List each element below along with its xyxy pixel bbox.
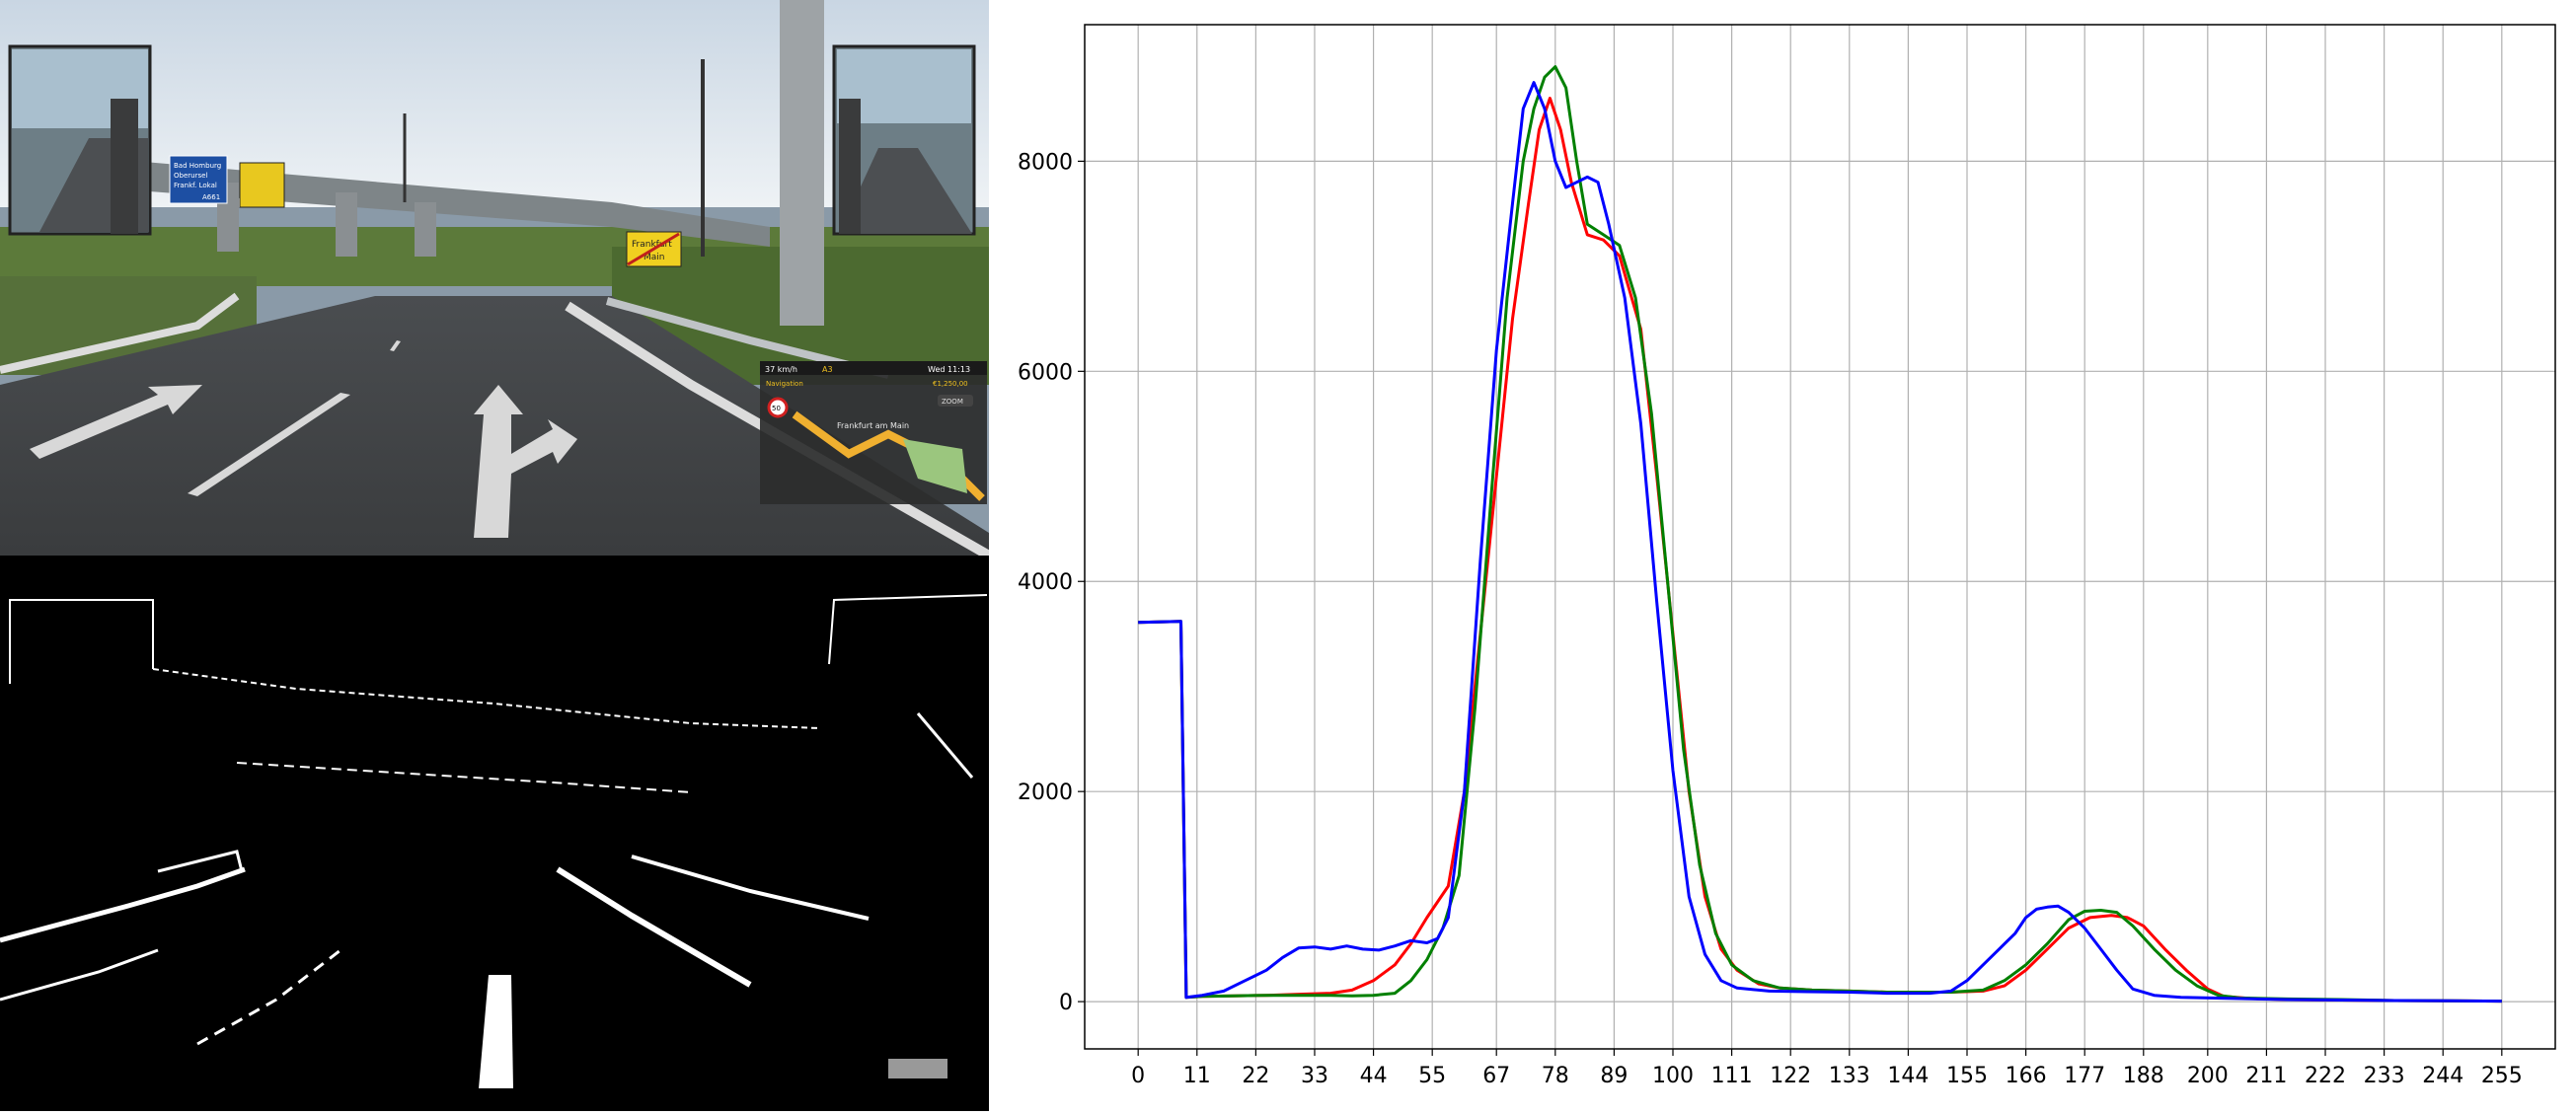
y-tick-label: 6000 xyxy=(1018,360,1073,385)
y-axis-ticks: 0 2000 4000 6000 8000 xyxy=(1018,150,1085,1015)
x-tick-label: 11 xyxy=(1183,1064,1211,1088)
svg-text:ZOOM: ZOOM xyxy=(942,398,963,406)
map-city-label: Frankfurt am Main xyxy=(837,421,909,430)
lane-dash xyxy=(390,340,401,351)
x-tick-label: 122 xyxy=(1770,1064,1811,1088)
gantry-pole xyxy=(780,0,824,326)
bridge-pillar xyxy=(336,192,357,257)
y-tick-label: 8000 xyxy=(1018,150,1073,175)
bridge-pillar xyxy=(415,202,436,257)
x-tick-label: 177 xyxy=(2064,1064,2105,1088)
mask-pole-edge xyxy=(916,712,974,779)
mask-guardrail-edge xyxy=(236,762,692,793)
lane-dash xyxy=(188,393,350,496)
hud-speed: 37 km/h xyxy=(765,365,797,374)
x-tick-label: 188 xyxy=(2123,1064,2164,1088)
sign-line: Bad Homburg xyxy=(174,162,221,170)
series-line-2 xyxy=(1138,81,2502,1004)
speed-limit-value: 50 xyxy=(772,405,781,412)
left-mirror xyxy=(8,44,152,236)
y-tick-label: 0 xyxy=(1059,991,1073,1015)
x-tick-label: 100 xyxy=(1652,1064,1694,1088)
speed-limit-icon xyxy=(767,397,789,418)
x-tick-label: 55 xyxy=(1418,1064,1446,1088)
hud-road: A3 xyxy=(822,365,833,374)
hud-money: €1,250,00 xyxy=(933,380,968,388)
sign-exit-number: A661 xyxy=(202,193,220,201)
town-end-sign: Frankfurt Main xyxy=(626,231,682,267)
grid-lines xyxy=(1085,25,2555,1049)
hud-time: Wed 11:13 xyxy=(928,365,970,374)
map-area-green xyxy=(903,439,967,493)
series-line-1 xyxy=(1138,65,2502,1004)
x-tick-label: 0 xyxy=(1131,1064,1145,1088)
mask-noise xyxy=(888,1059,947,1078)
hud-zoom-chip xyxy=(938,395,973,407)
town-end-line: Frankfurt xyxy=(632,240,672,250)
blue-direction-sign: Bad Homburg Oberursel Frankf. Lokal A661 xyxy=(169,155,228,204)
x-tick-label: 33 xyxy=(1301,1064,1328,1088)
x-tick-label: 233 xyxy=(2364,1064,2405,1088)
mask-lane-line xyxy=(631,855,870,921)
mask-lane-line xyxy=(556,866,752,988)
sign-line: Oberursel xyxy=(174,172,207,180)
x-tick-label: 78 xyxy=(1542,1064,1569,1088)
mask-mirror-outline xyxy=(828,594,988,665)
threshold-mask-view xyxy=(0,556,989,1111)
x-tick-label: 244 xyxy=(2422,1064,2463,1088)
series-line-0 xyxy=(1138,97,2502,1004)
x-tick-label: 133 xyxy=(1829,1064,1870,1088)
x-tick-label: 67 xyxy=(1482,1064,1510,1088)
mask-road-arrow xyxy=(479,975,513,1088)
x-tick-label: 211 xyxy=(2245,1064,2287,1088)
y-tick-label: 2000 xyxy=(1018,780,1073,805)
plot-frame xyxy=(1084,24,2556,1050)
x-tick-label: 200 xyxy=(2187,1064,2229,1088)
mask-bridge-edge xyxy=(152,668,820,729)
histogram-chart: 0 2000 4000 6000 8000 0 11 22 33 44 55 67 78 89 100 11… xyxy=(989,0,2576,1111)
yellow-direction-sign xyxy=(239,162,285,208)
y-tick-label: 4000 xyxy=(1018,570,1073,595)
road-arrow-left xyxy=(30,385,202,459)
x-axis-ticks: 0 11 22 33 44 55 67 78 89 100 111 122 133 144 155 166 17… xyxy=(1131,1049,2523,1088)
x-tick-label: 44 xyxy=(1360,1064,1388,1088)
navigation-hud: 37 km/h A3 Wed 11:13 Navigation €1,250,0… xyxy=(760,361,987,504)
game-camera-view: Bad Homburg Oberursel Frankf. Lokal A661… xyxy=(0,0,989,556)
x-tick-label: 144 xyxy=(1887,1064,1929,1088)
x-tick-label: 111 xyxy=(1711,1064,1753,1088)
x-tick-label: 222 xyxy=(2305,1064,2346,1088)
road-arrow-straight-right xyxy=(474,385,577,538)
mask-lane-line xyxy=(0,866,246,943)
sign-line: Frankf. Lokal xyxy=(174,182,217,189)
mask-lane-line xyxy=(157,850,244,873)
x-tick-label: 166 xyxy=(2006,1064,2047,1088)
mask-lane-line xyxy=(196,948,341,1046)
series-lines xyxy=(1138,65,2502,1004)
hud-nav-label: Navigation xyxy=(766,380,803,388)
mask-lane-line xyxy=(0,948,159,1002)
town-end-line: Main xyxy=(644,253,665,262)
x-tick-label: 155 xyxy=(1946,1064,1988,1088)
mask-mirror-outline xyxy=(9,599,154,684)
road-edge-left xyxy=(0,292,240,374)
x-tick-label: 22 xyxy=(1242,1064,1269,1088)
right-mirror xyxy=(832,44,976,236)
x-tick-label: 255 xyxy=(2481,1064,2523,1088)
x-tick-label: 89 xyxy=(1600,1064,1628,1088)
